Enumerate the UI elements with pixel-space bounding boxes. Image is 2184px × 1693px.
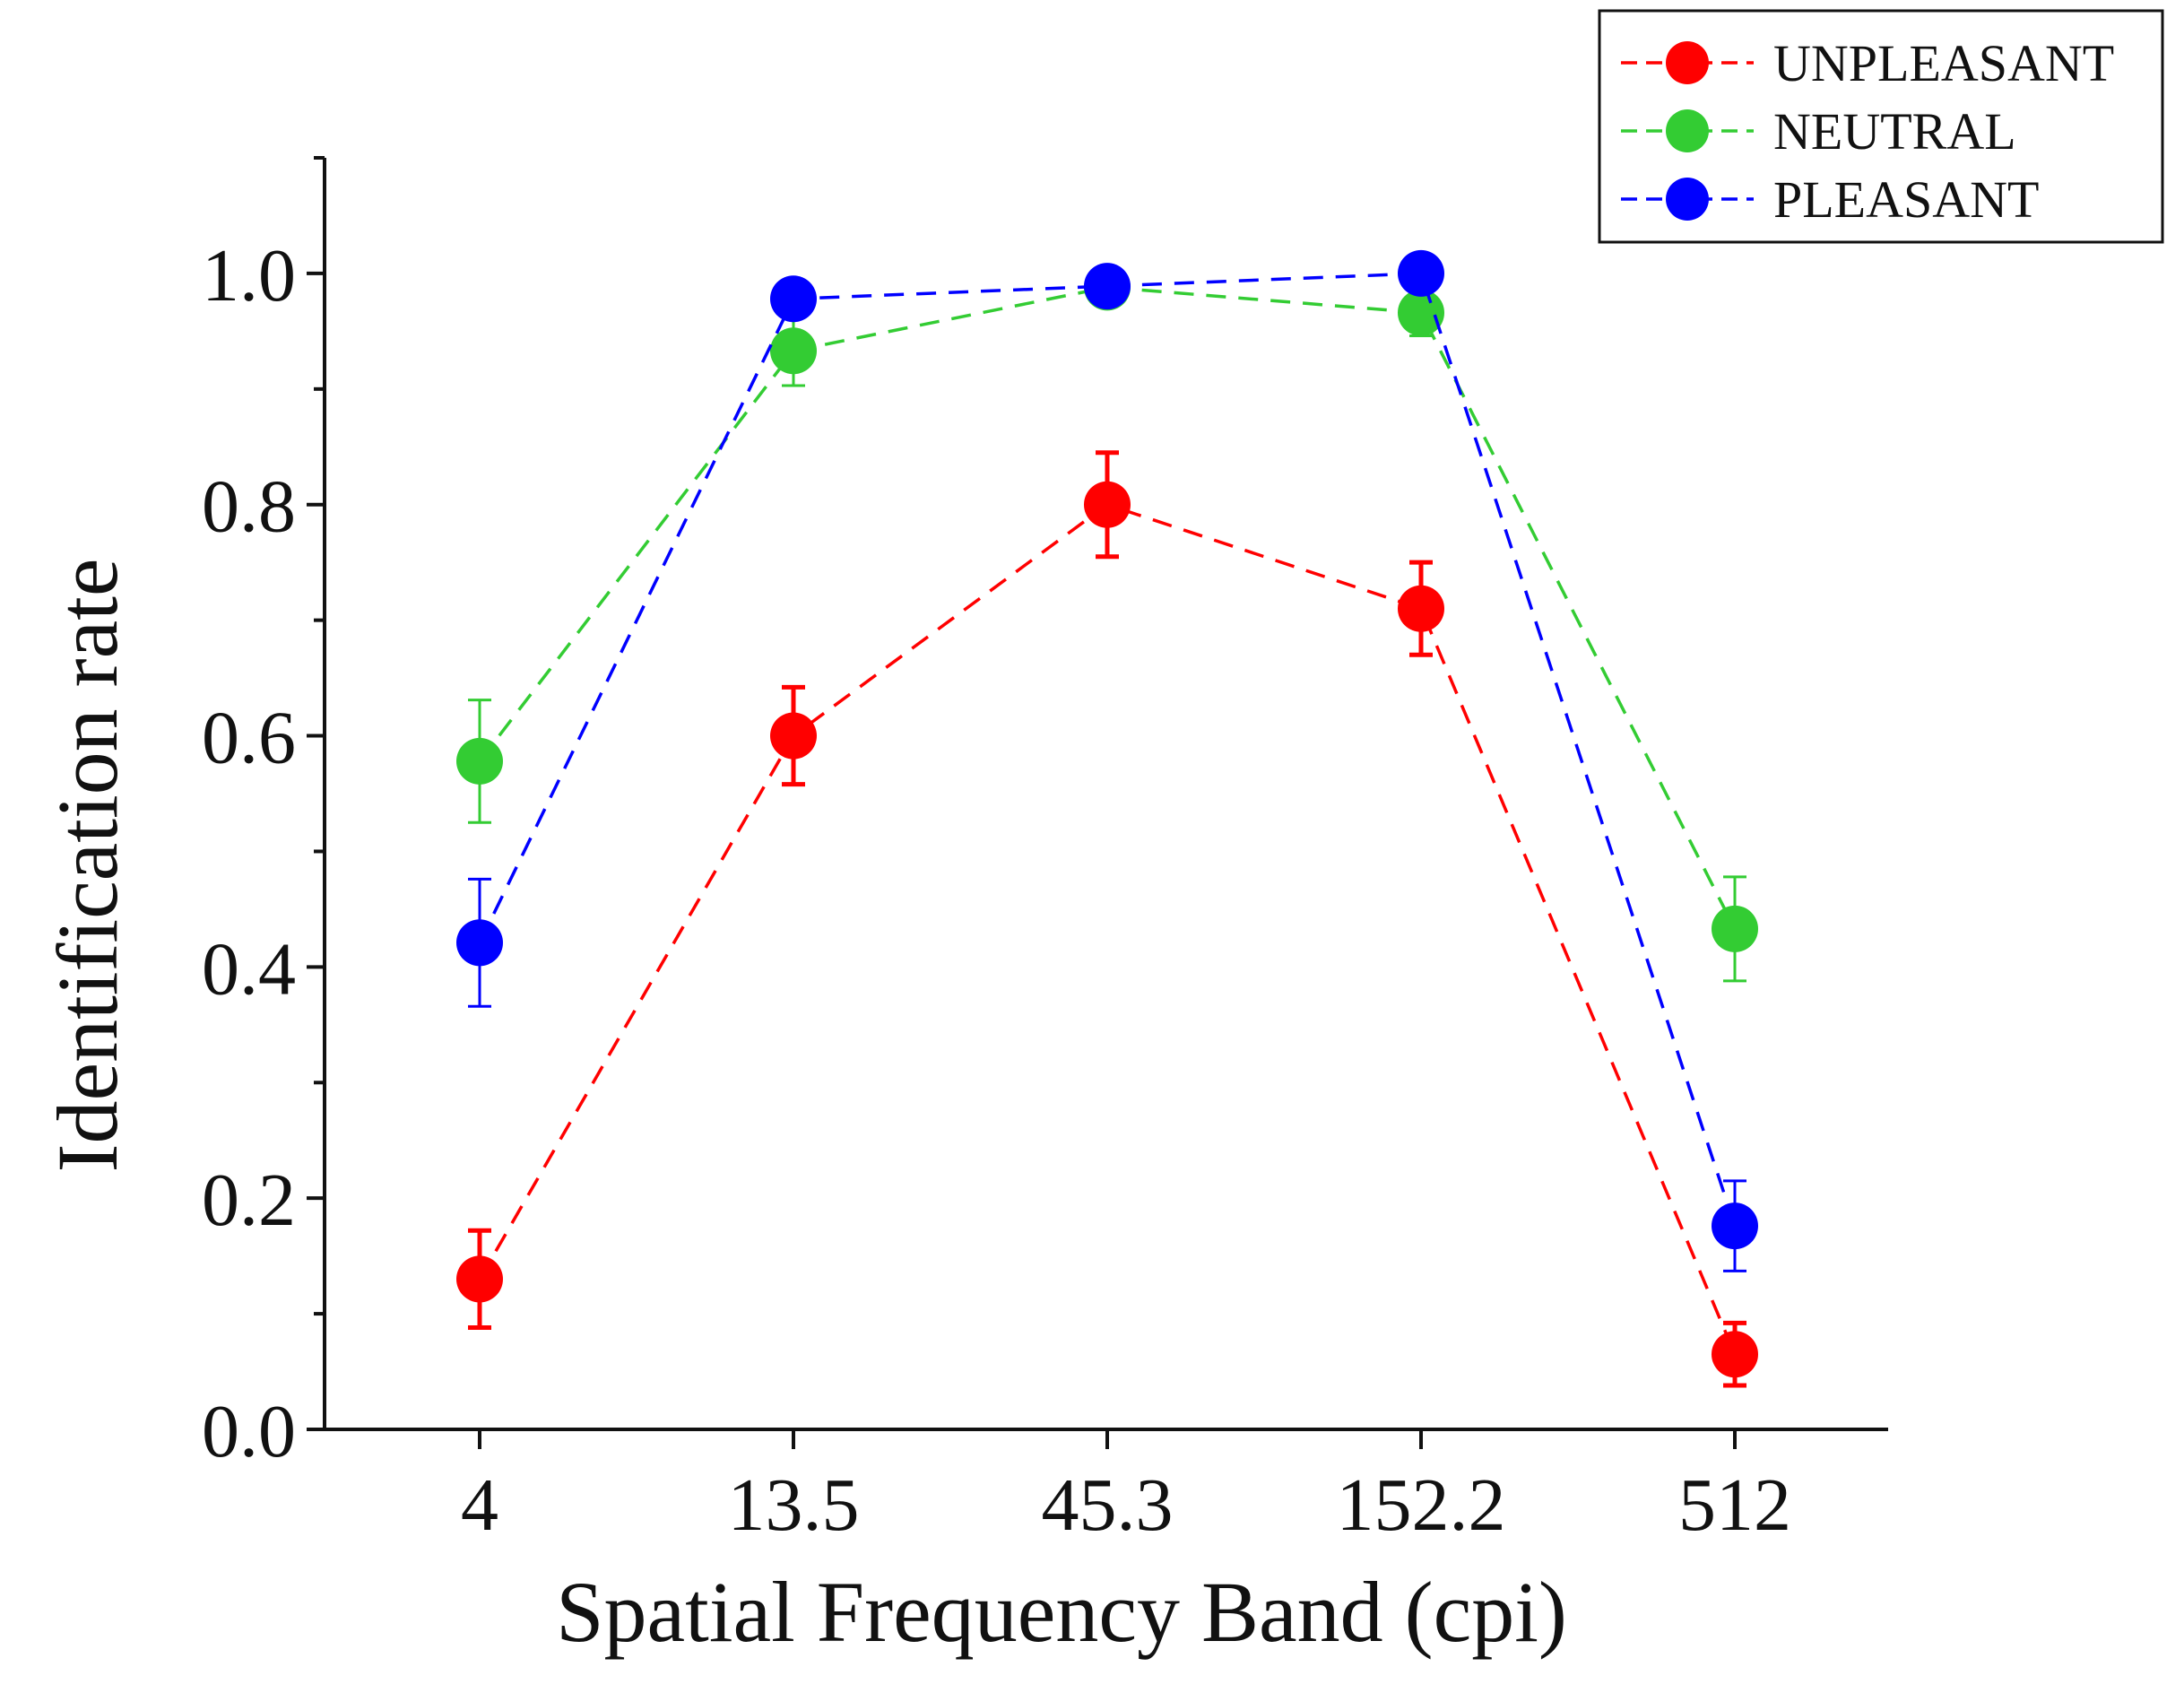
y-tick-label: 0.0 (202, 1390, 296, 1473)
series-line (478, 502, 1737, 1355)
series-neutral (456, 264, 1758, 983)
data-point (456, 919, 503, 967)
data-point (456, 737, 503, 785)
y-tick-label: 1.0 (202, 234, 296, 317)
axes: 0.0 0.2 0.4 0.6 0.8 1.0 4 13.5 45.3 152.2 512 Spati… (39, 156, 1888, 1660)
data-point (770, 275, 817, 323)
data-point (1712, 1331, 1758, 1378)
x-tick-label: 45.3 (1042, 1463, 1174, 1547)
x-tick-label: 13.5 (728, 1463, 860, 1547)
series-layer (456, 249, 1758, 1388)
series-line (478, 272, 1737, 1227)
data-point (1084, 263, 1131, 310)
legend-marker (1666, 41, 1709, 84)
series-pleasant (456, 249, 1758, 1272)
x-tick-label: 152.2 (1337, 1463, 1506, 1547)
series-unpleasant (456, 450, 1758, 1388)
x-axis-title: Spatial Frequency Band (cpi) (556, 1564, 1567, 1660)
legend-label: PLEASANT (1773, 170, 2039, 229)
y-tick-label: 0.6 (202, 697, 296, 780)
data-point (1712, 905, 1758, 952)
legend: UNPLEASANT NEUTRAL PLEASANT (1598, 9, 2164, 244)
legend-marker (1666, 109, 1709, 152)
y-tick-label: 0.4 (202, 927, 296, 1011)
series-line (478, 285, 1737, 930)
legend-marker (1666, 178, 1709, 221)
x-tick-label: 512 (1678, 1463, 1791, 1547)
data-point (770, 327, 817, 375)
y-axis-title: Identification rate (39, 559, 135, 1173)
data-point (770, 712, 817, 760)
data-point (1712, 1202, 1758, 1250)
data-point (1398, 289, 1444, 336)
data-point (1398, 585, 1444, 632)
legend-label: NEUTRAL (1773, 102, 2016, 161)
data-point (1084, 481, 1131, 528)
data-point (456, 1255, 503, 1303)
x-tick-label: 4 (461, 1463, 498, 1547)
y-tick-label: 0.8 (202, 465, 296, 549)
y-tick-label: 0.2 (202, 1159, 296, 1242)
data-point (1398, 249, 1444, 297)
legend-label: UNPLEASANT (1773, 34, 2114, 92)
